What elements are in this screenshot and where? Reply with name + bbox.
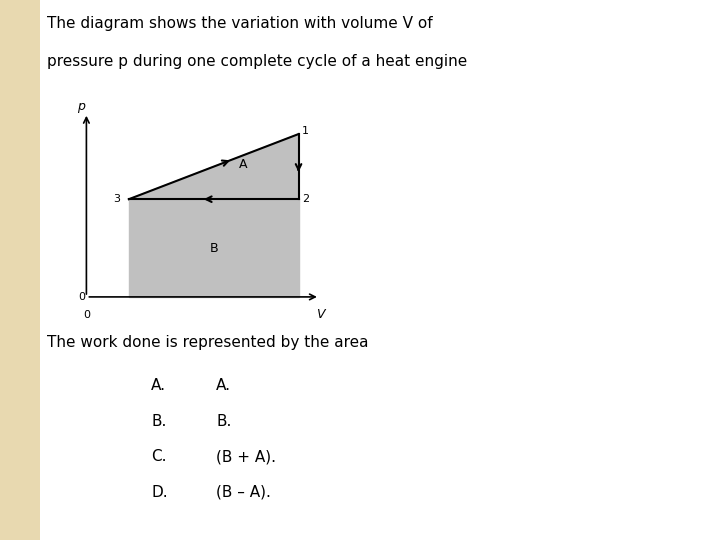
Text: B.: B.	[151, 414, 166, 429]
Text: B.: B.	[216, 414, 231, 429]
Polygon shape	[129, 134, 299, 199]
Text: p: p	[77, 100, 85, 113]
Text: 1: 1	[302, 126, 309, 136]
Text: 2: 2	[302, 194, 309, 204]
Text: 0: 0	[78, 292, 85, 302]
Text: The work done is represented by the area: The work done is represented by the area	[47, 335, 369, 350]
Text: (B – A).: (B – A).	[216, 485, 271, 500]
Text: B: B	[210, 241, 218, 254]
Text: C.: C.	[151, 449, 167, 464]
Text: A.: A.	[151, 378, 166, 393]
Text: D.: D.	[151, 485, 168, 500]
Text: pressure p during one complete cycle of a heat engine: pressure p during one complete cycle of …	[47, 54, 467, 69]
Text: A.: A.	[216, 378, 231, 393]
Polygon shape	[129, 199, 299, 297]
Text: A: A	[239, 159, 248, 172]
Text: (B + A).: (B + A).	[216, 449, 276, 464]
Text: 0: 0	[83, 310, 90, 320]
Text: The diagram shows the variation with volume V of: The diagram shows the variation with vol…	[47, 16, 433, 31]
Text: V: V	[316, 308, 325, 321]
Text: 3: 3	[113, 194, 120, 204]
